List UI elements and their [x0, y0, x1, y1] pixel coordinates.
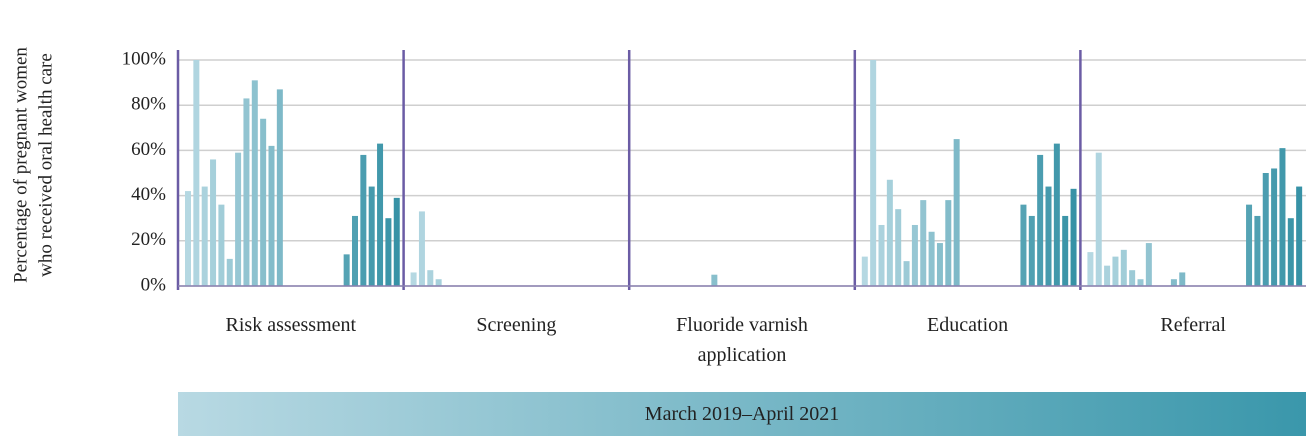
y-tick-label: 60% [131, 139, 166, 160]
y-tick-label: 40% [131, 184, 166, 205]
bar [393, 197, 400, 286]
category-label: Fluoride varnish application [676, 314, 808, 366]
bar [418, 211, 425, 286]
bar [870, 60, 877, 286]
bar [193, 60, 200, 286]
bar [945, 200, 952, 286]
bar [1104, 265, 1111, 286]
bar [377, 143, 384, 286]
bar [427, 270, 434, 286]
bar [201, 186, 208, 286]
category-label: Referral [1160, 314, 1226, 336]
bar [1095, 152, 1102, 286]
bar [861, 256, 868, 286]
bar [1037, 154, 1044, 286]
bar [911, 224, 918, 286]
category-label: Education [927, 314, 1009, 336]
bar [243, 98, 250, 286]
bar [1129, 270, 1136, 286]
bar [385, 218, 392, 286]
bar [1296, 186, 1303, 286]
bar [210, 159, 217, 286]
bar [1271, 168, 1278, 286]
bar [343, 254, 350, 286]
y-tick-label: 100% [122, 48, 167, 69]
category-label: Screening [476, 314, 557, 336]
y-tick-label: 20% [131, 229, 166, 250]
bar [1045, 186, 1052, 286]
bar [953, 139, 960, 286]
bar [185, 191, 191, 286]
bar [260, 118, 267, 286]
bar [1112, 256, 1119, 286]
bar [1020, 204, 1027, 286]
bar [878, 224, 885, 286]
bar [1145, 243, 1152, 286]
bar [435, 279, 442, 286]
bar [1062, 215, 1069, 286]
bar [410, 272, 417, 286]
bar [928, 231, 935, 286]
bar [218, 204, 225, 286]
bar [1028, 215, 1035, 286]
bar [711, 274, 718, 286]
bar [1262, 173, 1269, 286]
bar [1087, 252, 1094, 286]
bar [1137, 279, 1144, 286]
bar [360, 154, 367, 286]
y-tick-label: 0% [141, 274, 167, 295]
y-axis-label: who received oral health care [35, 53, 56, 277]
bar [1254, 215, 1261, 286]
bar [1246, 204, 1253, 286]
bar [1170, 279, 1177, 286]
bar [920, 200, 927, 286]
bar [1120, 249, 1127, 286]
bar [1053, 143, 1060, 286]
bar [268, 145, 275, 286]
bar [895, 209, 902, 286]
bar [1279, 148, 1286, 286]
bar [251, 80, 258, 286]
bar [903, 261, 910, 286]
bar [235, 152, 242, 286]
bar [352, 215, 358, 286]
time-banner: March 2019–April 2021 [178, 392, 1306, 436]
y-axis-label: Percentage of pregnant women [10, 47, 31, 283]
bar [936, 243, 943, 286]
bar [1179, 272, 1186, 286]
bar [1070, 188, 1077, 286]
bar [886, 179, 893, 286]
y-tick-label: 80% [131, 94, 166, 115]
category-label: Risk assessment [225, 314, 357, 336]
bar [1287, 218, 1294, 286]
bar [226, 258, 233, 286]
bar [276, 89, 283, 286]
bar [368, 186, 375, 286]
